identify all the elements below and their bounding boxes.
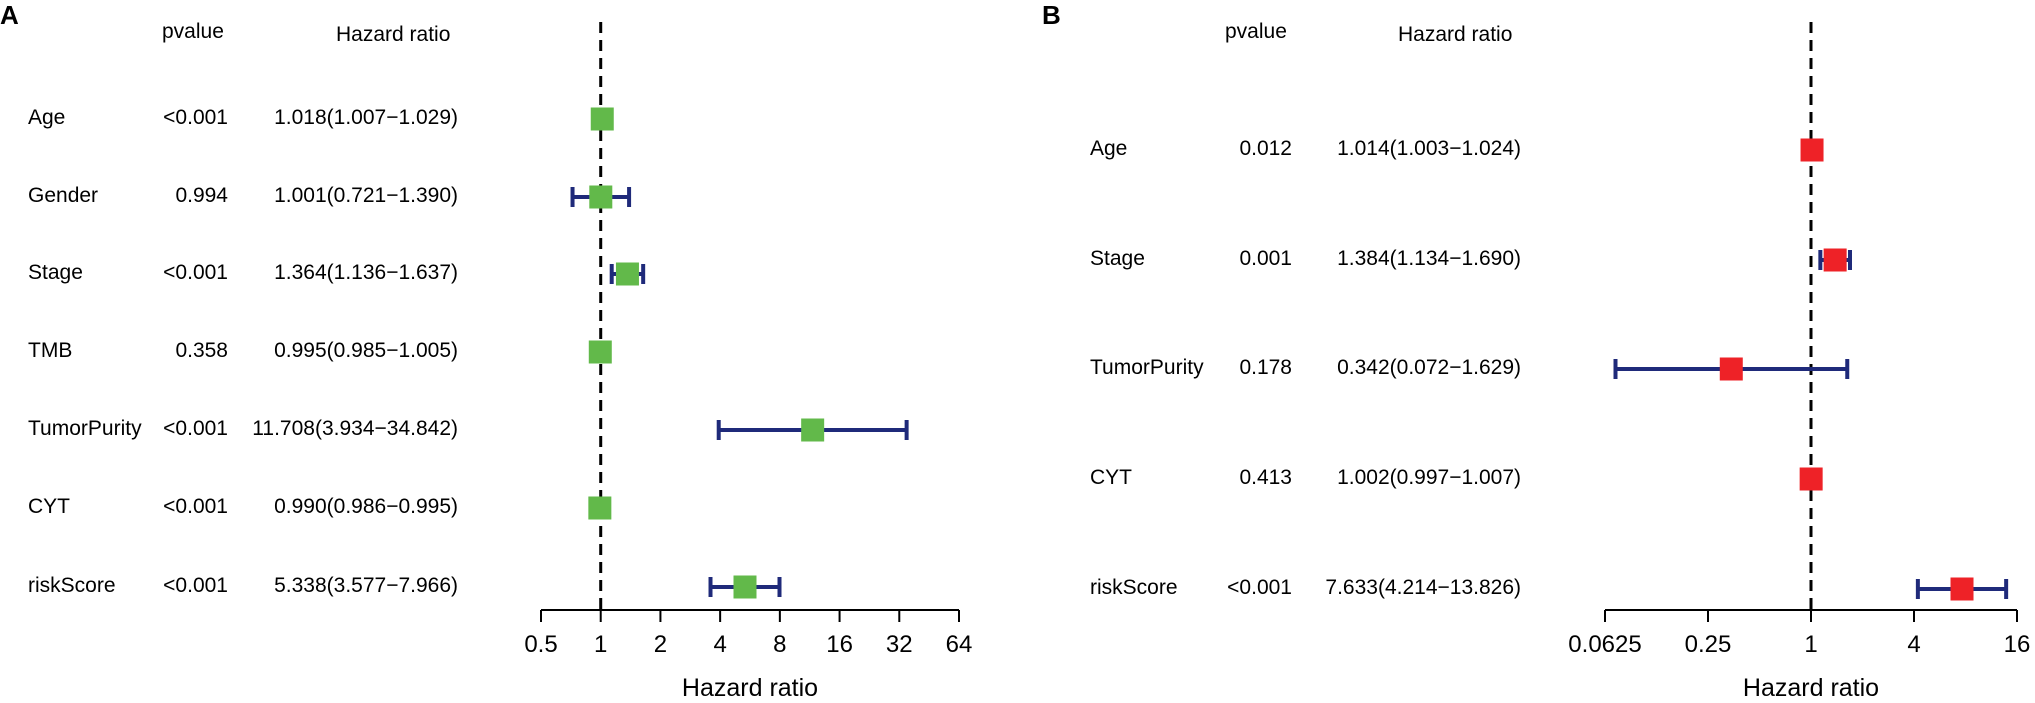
row-hazard-ratio: 1.384(1.134−1.690) [1337,247,1521,270]
row-pvalue: <0.001 [163,106,228,129]
x-tick-label: 32 [886,631,913,658]
row-pvalue: <0.001 [163,417,228,440]
row-pvalue: <0.001 [1227,576,1292,599]
row-pvalue: <0.001 [163,574,228,597]
x-tick-label: 8 [773,631,786,658]
row-pvalue: 0.001 [1239,247,1292,270]
row-name: Stage [1090,247,1145,270]
row-hazard-ratio: 0.995(0.985−1.005) [274,339,458,362]
pvalue-header: pvalue [162,20,224,43]
row-hazard-ratio: 1.364(1.136−1.637) [274,261,458,284]
row-hazard-ratio: 1.002(0.997−1.007) [1337,466,1521,489]
hazard-ratio-marker [615,262,639,286]
row-name: riskScore [28,574,116,597]
hazard-ratio-marker [589,185,613,209]
forest-plot: 0.0625 0.25 1 4 16 Hazard ratio [1568,22,2031,702]
row-name: Gender [28,184,99,207]
x-axis-label: Hazard ratio [682,674,818,702]
row-pvalue: <0.001 [163,495,228,518]
row-name: Age [1090,137,1128,160]
hazard-ratio-header: Hazard ratio [336,23,451,46]
row-hazard-ratio: 11.708(3.934−34.842) [252,417,458,440]
row-pvalue: <0.001 [163,261,228,284]
forest-panel-b: B pvalue Hazard ratio Age 0.012 1.014(1.00… [1017,0,2034,703]
hazard-ratio-header: Hazard ratio [1398,23,1513,46]
row-pvalue: 0.994 [175,184,228,207]
row-hazard-ratio: 5.338(3.577−7.966) [274,574,458,597]
x-tick-label: 1 [1804,631,1817,658]
row-pvalue: 0.413 [1239,466,1292,489]
row-pvalue: 0.012 [1239,137,1292,160]
x-tick-label: 0.25 [1685,631,1732,658]
row-name: TumorPurity [1090,356,1204,379]
x-tick-label: 16 [2004,631,2031,658]
hazard-ratio-marker [588,340,612,364]
x-tick-label: 4 [713,631,726,658]
hazard-ratio-marker [1799,467,1823,491]
x-tick-label: 4 [1907,631,1920,658]
row-pvalue: 0.178 [1239,356,1292,379]
row-hazard-ratio: 1.018(1.007−1.029) [274,106,458,129]
row-name: Age [28,106,66,129]
x-tick-label: 64 [946,631,973,658]
row-pvalue: 0.358 [175,339,228,362]
hazard-ratio-marker [588,496,612,520]
panel-label: A [0,0,19,30]
row-name: TumorPurity [28,417,142,440]
row-name: CYT [28,495,70,518]
row-hazard-ratio: 1.014(1.003−1.024) [1337,137,1521,160]
row-hazard-ratio: 1.001(0.721−1.390) [274,184,458,207]
row-hazard-ratio: 7.633(4.214−13.826) [1325,576,1521,599]
row-hazard-ratio: 0.342(0.072−1.629) [1337,356,1521,379]
x-tick-label: 16 [826,631,853,658]
x-axis-label: Hazard ratio [1743,674,1879,702]
forest-plot: 0.5 1 2 4 8 16 32 64 Hazard ratio [524,22,973,702]
forest-panel-a: A pvalue Hazard ratio Age <0.001 1.018(1.0… [0,0,1017,703]
hazard-ratio-marker [733,575,757,599]
panel-label: B [1042,0,1061,30]
hazard-ratio-marker [1950,577,1974,601]
hazard-ratio-marker [1823,248,1847,272]
row-name: riskScore [1090,576,1178,599]
x-tick-label: 0.5 [524,631,557,658]
pvalue-header: pvalue [1225,20,1287,43]
hazard-ratio-marker [1719,357,1743,381]
x-tick-label: 2 [654,631,667,658]
hazard-ratio-marker [801,418,825,442]
x-tick-label: 1 [594,631,607,658]
row-name: CYT [1090,466,1132,489]
x-tick-label: 0.0625 [1568,631,1641,658]
row-name: Stage [28,261,83,284]
hazard-ratio-marker [590,107,614,131]
hazard-ratio-marker [1800,138,1824,162]
row-name: TMB [28,339,73,362]
row-hazard-ratio: 0.990(0.986−0.995) [274,495,458,518]
